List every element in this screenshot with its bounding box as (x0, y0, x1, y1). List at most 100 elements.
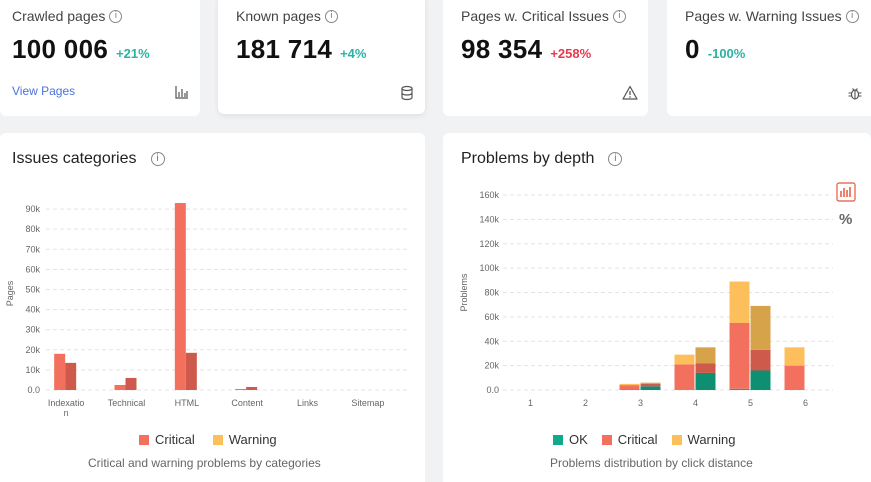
issues-categories-panel (0, 133, 425, 482)
bar-segment (640, 386, 661, 390)
kpi-card-critical: Pages w. Critical Issues i 98 354 +258% (443, 0, 648, 116)
problems-by-depth-panel (443, 133, 871, 482)
bar-segment (619, 383, 640, 386)
chart-subtitle: Critical and warning problems by categor… (88, 456, 321, 470)
legend: Critical Warning (139, 432, 277, 447)
legend-item-critical[interactable]: Critical (139, 432, 195, 447)
x-tick-label: n (64, 408, 69, 418)
bar-segment (640, 382, 661, 384)
x-tick-label: 6 (803, 398, 808, 408)
y-tick-label: 0.0 (27, 385, 40, 395)
issues-categories-chart: 0.0 10k 20k 30k 40k 50k 60k 70k 80k 90k Pages Index… (5, 203, 408, 418)
bar-segment (695, 347, 716, 364)
kpi-card-crawled: Crawled pages i 100 006 +21% View Pages (0, 0, 200, 116)
info-icon[interactable]: i (150, 152, 165, 166)
legend-swatch (212, 435, 223, 445)
kpi-delta: -100% (707, 46, 746, 61)
y-tick-label: 0.0 (486, 385, 499, 395)
bar-segment (784, 347, 805, 366)
kpi-title: Pages w. Warning Issues (685, 8, 842, 24)
y-axis-label: Pages (5, 280, 15, 306)
bar-segment (674, 354, 695, 365)
bar-segment (750, 349, 771, 371)
chart-view-toggle-icon[interactable] (836, 182, 856, 202)
x-tick-label: 5 (748, 398, 753, 408)
y-tick-label: 120k (479, 239, 499, 249)
chart-subtitle: Problems distribution by click distance (550, 456, 753, 470)
bar (114, 384, 126, 390)
legend-label: OK (569, 432, 588, 447)
x-tick-label: HTML (175, 398, 200, 408)
y-tick-label: 100k (479, 263, 499, 273)
kpi-delta: +258% (550, 46, 592, 61)
y-tick-label: 50k (25, 284, 40, 294)
x-tick-label: 2 (583, 398, 588, 408)
bar-segment (619, 385, 640, 390)
bar-segment (729, 322, 750, 389)
x-tick-label: 4 (693, 398, 698, 408)
bar-segment (695, 372, 716, 390)
legend-label: Critical (617, 432, 658, 447)
kpi-title: Crawled pages (12, 8, 106, 24)
database-icon (401, 85, 413, 101)
y-tick-label: 40k (25, 305, 40, 315)
kpi-value: 181 714 (236, 34, 333, 64)
panel-title: Issues categories (12, 150, 137, 167)
bug-icon (848, 88, 862, 100)
bar-chart-icon[interactable] (174, 84, 190, 100)
y-tick-label: 160k (479, 190, 499, 200)
y-tick-label: 30k (25, 325, 40, 335)
x-tick-label: Content (231, 398, 263, 408)
y-tick-label: 140k (479, 214, 499, 224)
kpi-delta: +21% (116, 46, 150, 61)
legend: OK Critical Warning (553, 432, 735, 447)
bar-segment (619, 389, 640, 390)
y-tick-label: 10k (25, 365, 40, 375)
bar-segment (729, 388, 750, 390)
problems-by-depth-chart: 0.0 20k 40k 60k 80k 100k 120k 140k 160k Problems 1… (459, 190, 833, 408)
bar (235, 388, 247, 390)
bar (185, 352, 197, 390)
bar-segment (640, 383, 661, 387)
kpi-card-warning: Pages w. Warning Issues i 0 -100% (667, 0, 871, 116)
kpi-value: 100 006 (12, 34, 109, 64)
bar (125, 377, 137, 390)
legend-swatch (553, 435, 563, 445)
kpi-title: Pages w. Critical Issues (461, 8, 609, 24)
x-tick-label: Links (297, 398, 319, 408)
legend-item-critical[interactable]: Critical (601, 432, 658, 447)
bar-segment (784, 365, 805, 390)
info-icon[interactable]: i (109, 9, 123, 23)
bar-segment (674, 364, 695, 390)
legend-item-warning[interactable]: Warning (212, 432, 277, 447)
bar-segment (695, 363, 716, 373)
bar-segment (729, 281, 750, 323)
y-tick-label: 20k (25, 345, 40, 355)
panel-title: Problems by depth (461, 150, 595, 167)
legend-swatch (139, 435, 149, 445)
kpi-value: 0 (685, 34, 700, 64)
info-icon[interactable]: i (845, 9, 859, 23)
y-tick-label: 80k (484, 288, 499, 298)
legend-label: Warning (687, 432, 736, 447)
info-icon[interactable]: i (608, 152, 623, 166)
y-axis-label: Problems (459, 273, 469, 312)
view-pages-link[interactable]: View Pages (12, 84, 76, 98)
info-icon[interactable]: i (612, 9, 626, 23)
y-tick-label: 40k (484, 336, 499, 346)
bar (174, 203, 186, 390)
bar (54, 353, 66, 390)
warning-icon (622, 85, 638, 100)
bar (65, 362, 77, 390)
percent-toggle[interactable]: % (839, 211, 853, 228)
legend-item-ok[interactable]: OK (553, 432, 588, 447)
kpi-delta: +4% (340, 46, 367, 61)
x-tick-label: Sitemap (351, 398, 384, 408)
bar (246, 386, 258, 390)
y-tick-label: 80k (25, 224, 40, 234)
legend-item-warning[interactable]: Warning (671, 432, 736, 447)
y-tick-label: 20k (484, 361, 499, 371)
kpi-title: Known pages (236, 8, 321, 24)
bar-segment (750, 370, 771, 390)
info-icon[interactable]: i (324, 9, 338, 23)
